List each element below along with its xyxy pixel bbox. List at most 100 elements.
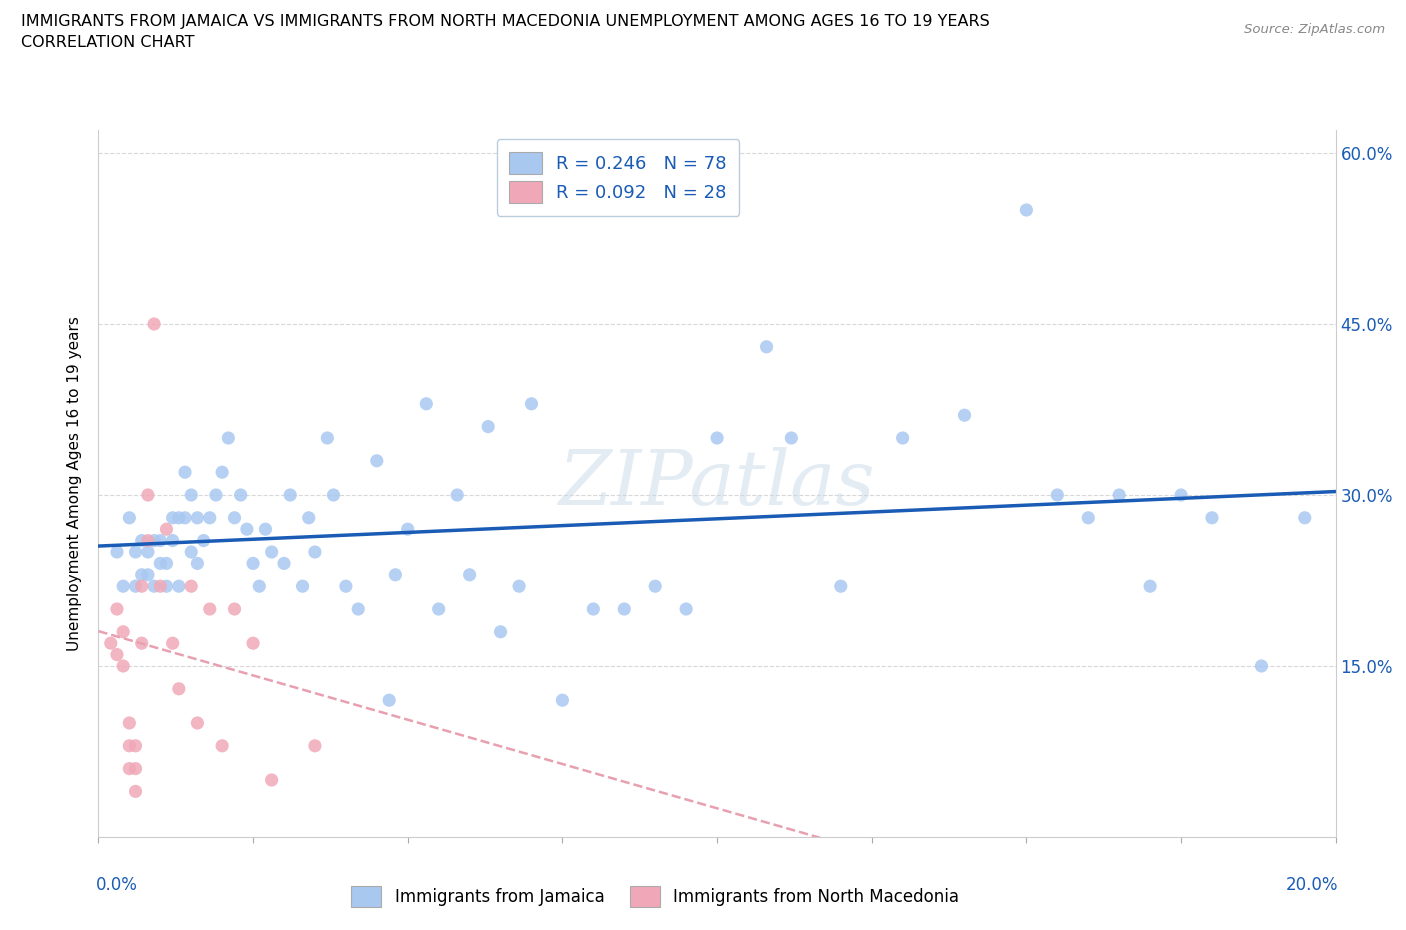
Point [167, 682, 190, 697]
Text: CORRELATION CHART: CORRELATION CHART [21, 35, 194, 50]
Point [891, 431, 914, 445]
Point [278, 487, 301, 502]
Point [322, 487, 344, 502]
Point [193, 533, 215, 548]
Point [105, 602, 128, 617]
Point [112, 578, 135, 593]
Point [167, 578, 190, 593]
Point [242, 556, 264, 571]
Point [155, 578, 177, 593]
Point [396, 522, 419, 537]
Point [489, 624, 512, 639]
Point [298, 511, 321, 525]
Point [124, 784, 146, 799]
Point [100, 636, 122, 651]
Point [118, 715, 141, 730]
Point [105, 545, 128, 560]
Point [217, 431, 239, 445]
Point [186, 511, 208, 525]
Point [304, 738, 326, 753]
Point [155, 556, 177, 571]
Point [446, 487, 468, 502]
Y-axis label: Unemployment Among Ages 16 to 19 years: Unemployment Among Ages 16 to 19 years [67, 316, 83, 651]
Point [162, 533, 184, 548]
Point [254, 522, 277, 537]
Point [780, 431, 803, 445]
Point [211, 738, 233, 753]
Point [211, 465, 233, 480]
Point [131, 636, 153, 651]
Point [273, 556, 295, 571]
Text: IMMIGRANTS FROM JAMAICA VS IMMIGRANTS FROM NORTH MACEDONIA UNEMPLOYMENT AMONG AG: IMMIGRANTS FROM JAMAICA VS IMMIGRANTS FR… [21, 14, 990, 29]
Legend: Immigrants from Jamaica, Immigrants from North Macedonia: Immigrants from Jamaica, Immigrants from… [344, 880, 966, 913]
Point [149, 533, 172, 548]
Point [458, 567, 481, 582]
Point [131, 578, 153, 593]
Point [366, 453, 388, 468]
Point [520, 396, 543, 411]
Point [1077, 511, 1099, 525]
Point [136, 487, 159, 502]
Point [143, 316, 166, 331]
Point [118, 511, 141, 525]
Point [155, 522, 177, 537]
Point [508, 578, 530, 593]
Point [180, 545, 202, 560]
Point [124, 738, 146, 753]
Point [224, 511, 246, 525]
Point [131, 533, 153, 548]
Point [136, 533, 159, 548]
Text: Source: ZipAtlas.com: Source: ZipAtlas.com [1244, 23, 1385, 36]
Point [260, 545, 283, 560]
Point [427, 602, 450, 617]
Point [347, 602, 370, 617]
Point [706, 431, 728, 445]
Point [105, 647, 128, 662]
Point [384, 567, 406, 582]
Point [477, 419, 499, 434]
Point [124, 761, 146, 776]
Point [198, 602, 221, 617]
Point [118, 761, 141, 776]
Point [291, 578, 314, 593]
Point [162, 636, 184, 651]
Point [1201, 511, 1223, 525]
Point [112, 624, 135, 639]
Point [551, 693, 574, 708]
Point [180, 487, 202, 502]
Point [1139, 578, 1161, 593]
Point [247, 578, 270, 593]
Point [205, 487, 228, 502]
Point [1046, 487, 1069, 502]
Point [118, 738, 141, 753]
Point [136, 567, 159, 582]
Point [186, 715, 208, 730]
Point [180, 578, 202, 593]
Point [124, 545, 146, 560]
Point [675, 602, 697, 617]
Point [582, 602, 605, 617]
Point [236, 522, 259, 537]
Point [755, 339, 778, 354]
Point [124, 578, 146, 593]
Point [1108, 487, 1130, 502]
Point [149, 556, 172, 571]
Text: 20.0%: 20.0% [1285, 876, 1339, 894]
Point [167, 511, 190, 525]
Point [198, 511, 221, 525]
Point [1015, 203, 1038, 218]
Text: 0.0%: 0.0% [96, 876, 138, 894]
Point [136, 545, 159, 560]
Point [830, 578, 852, 593]
Point [174, 511, 197, 525]
Point [143, 533, 166, 548]
Point [304, 545, 326, 560]
Point [143, 578, 166, 593]
Point [260, 773, 283, 788]
Point [1250, 658, 1272, 673]
Point [149, 578, 172, 593]
Point [112, 658, 135, 673]
Text: ZIPatlas: ZIPatlas [558, 446, 876, 521]
Point [316, 431, 339, 445]
Point [229, 487, 252, 502]
